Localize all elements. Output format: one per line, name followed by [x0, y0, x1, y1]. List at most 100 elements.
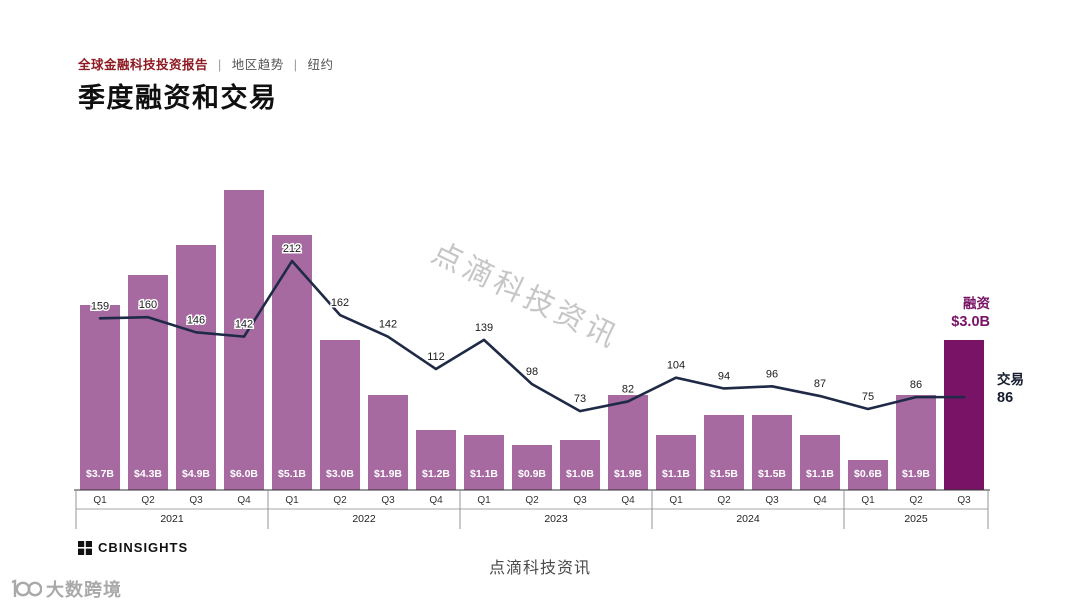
- quarter-tick-label: Q1: [93, 495, 107, 506]
- deal-count-label: 112: [427, 351, 445, 363]
- deal-count-label: 159: [91, 300, 109, 312]
- deal-count-label: 73: [574, 393, 586, 405]
- bar-value-label: $6.0B: [230, 468, 258, 480]
- funding-bar: [368, 395, 408, 490]
- bar-value-label: $3.7B: [86, 468, 114, 480]
- quarter-tick-label: Q2: [333, 495, 347, 506]
- deal-count-label: 139: [475, 322, 493, 334]
- quarter-tick-label: Q1: [861, 495, 875, 506]
- bar-value-label: $1.9B: [374, 468, 402, 480]
- year-label: 2023: [544, 513, 568, 525]
- funding-bar: [512, 445, 552, 490]
- deal-count-label: 162: [331, 297, 349, 309]
- deals-annotation: 交易 86: [997, 372, 1067, 407]
- cbinsights-wordmark: CBINSIGHTS: [98, 540, 189, 555]
- quarter-tick-label: Q2: [909, 495, 923, 506]
- quarter-tick-label: Q3: [765, 495, 779, 506]
- deal-count-label: 142: [379, 319, 397, 331]
- quarter-tick-label: Q4: [237, 495, 251, 506]
- cbinsights-mark-icon: [78, 540, 92, 555]
- quarter-tick-label: Q2: [717, 495, 731, 506]
- funding-bar: [656, 435, 696, 490]
- quarter-tick-label: Q2: [141, 495, 155, 506]
- page-title: 季度融资和交易: [78, 83, 278, 113]
- funding-annotation-label: 融资: [963, 296, 990, 311]
- funding-bar: [896, 395, 936, 490]
- bar-value-label: $0.9B: [518, 468, 546, 480]
- funding-bar: [800, 435, 840, 490]
- funding-bar: [416, 430, 456, 490]
- quarter-tick-label: Q3: [957, 495, 971, 506]
- deal-count-label: 212: [283, 243, 301, 255]
- deal-count-label: 82: [622, 383, 634, 395]
- year-label: 2021: [160, 513, 184, 525]
- bar-value-label: $5.1B: [278, 468, 306, 480]
- corner-watermark-text: 大数跨境: [46, 580, 122, 600]
- quarter-tick-label: Q1: [285, 495, 299, 506]
- deal-count-label: 160: [139, 299, 157, 311]
- funding-bar: [704, 415, 744, 490]
- funding-bar: [128, 275, 168, 490]
- bar-value-label: $0.6B: [854, 468, 882, 480]
- funding-annotation-value: $3.0B: [951, 313, 990, 330]
- funding-bar: [176, 245, 216, 490]
- report-title: 全球金融科技投资报告: [78, 58, 209, 72]
- deal-count-label: 98: [526, 366, 538, 378]
- deal-count-label: 75: [862, 391, 874, 403]
- quarter-tick-label: Q4: [621, 495, 635, 506]
- quarter-tick-label: Q3: [189, 495, 203, 506]
- funding-bar: [848, 460, 888, 490]
- year-label: 2022: [352, 513, 376, 525]
- breadcrumb-city: 纽约: [307, 58, 334, 72]
- quarter-tick-label: Q4: [813, 495, 827, 506]
- funding-bar: [224, 190, 264, 490]
- funding-bar: [80, 305, 120, 490]
- bar-value-label: $3.0B: [326, 468, 354, 480]
- funding-bar: [464, 435, 504, 490]
- deal-count-label: 146: [187, 314, 205, 326]
- deals-line: [98, 259, 966, 413]
- corner-watermark-logo-icon: [11, 579, 42, 597]
- quarter-tick-label: Q4: [429, 495, 443, 506]
- quarter-tick-label: Q2: [525, 495, 539, 506]
- deal-count-label: 94: [718, 370, 730, 382]
- deals-annotation-label: 交易: [997, 372, 1024, 387]
- quarter-tick-label: Q1: [669, 495, 683, 506]
- deal-count-label: 142: [235, 319, 253, 331]
- bar-value-label: $4.9B: [182, 468, 210, 480]
- funding-annotation: 融资 $3.0B: [880, 296, 990, 331]
- funding-bar: [752, 415, 792, 490]
- breadcrumb: 全球金融科技投资报告 | 地区趋势 | 纽约: [78, 54, 333, 73]
- bar-value-label: $1.2B: [422, 468, 450, 480]
- quarter-tick-label: Q1: [477, 495, 491, 506]
- funding-bar: [608, 395, 648, 490]
- year-label: 2024: [736, 513, 760, 525]
- bar-value-label: $1.1B: [662, 468, 690, 480]
- deal-count-label: 104: [667, 360, 685, 372]
- breadcrumb-separator: |: [218, 58, 222, 72]
- funding-bar: [320, 340, 360, 490]
- funding-bar: [560, 440, 600, 490]
- funding-bar: [272, 235, 312, 490]
- bar-value-label: $4.3B: [134, 468, 162, 480]
- bar-value-label: $1.5B: [758, 468, 786, 480]
- bar-value-label: $1.1B: [470, 468, 498, 480]
- cbinsights-logo: CBINSIGHTS: [78, 540, 188, 555]
- deal-count-label: 96: [766, 368, 778, 380]
- bar-value-label: $1.9B: [902, 468, 930, 480]
- deal-count-label: 87: [814, 378, 826, 390]
- bar-value-label: $1.0B: [566, 468, 594, 480]
- quarter-tick-label: Q3: [381, 495, 395, 506]
- bar-value-label: $1.1B: [806, 468, 834, 480]
- year-label: 2025: [904, 513, 928, 525]
- breadcrumb-region: 地区趋势: [231, 58, 284, 72]
- funding-bar-highlight: [944, 340, 984, 490]
- bar-value-label: $1.5B: [710, 468, 738, 480]
- deal-count-label: 86: [910, 379, 922, 391]
- bar-value-label: $1.9B: [614, 468, 642, 480]
- corner-watermark: 大数跨境: [8, 576, 122, 602]
- deals-annotation-value: 86: [997, 389, 1014, 406]
- bottom-watermark: 点滴科技资讯: [488, 560, 591, 577]
